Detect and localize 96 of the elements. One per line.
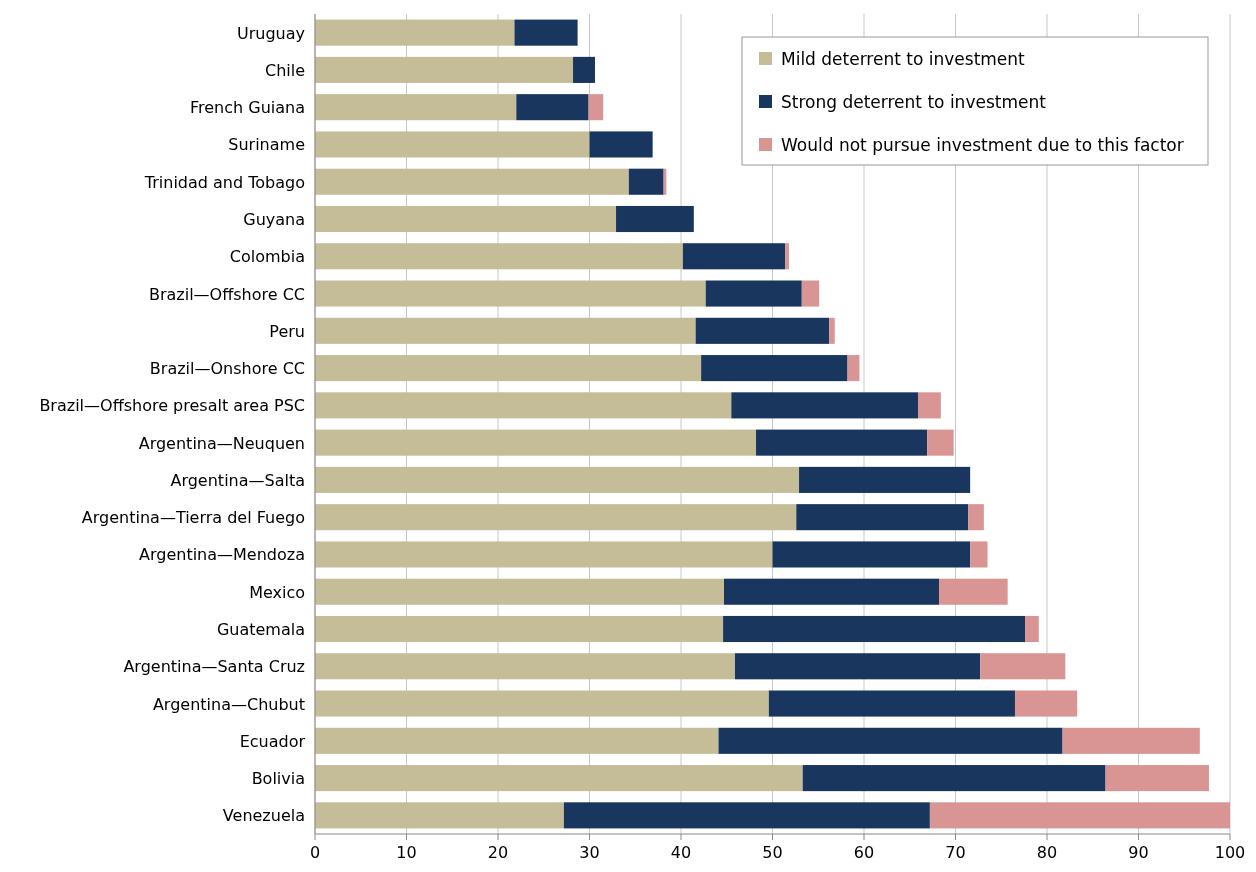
bar [1062, 727, 1200, 754]
bar [799, 466, 971, 493]
bar [315, 765, 803, 792]
y-tick-label: Brazil—Offshore presalt area PSC [39, 396, 305, 416]
bar [588, 94, 604, 121]
bar [315, 205, 617, 233]
y-tick-label: Argentina—Chubut [152, 694, 305, 714]
bar [802, 765, 1106, 792]
bar [315, 727, 719, 754]
y-tick-label: Guyana [243, 210, 305, 229]
y-tick-label: Argentina—Neuquen [138, 433, 305, 453]
bar [616, 205, 694, 233]
x-tick-label: 10 [396, 843, 417, 862]
bar [315, 355, 702, 382]
bar [724, 578, 940, 605]
bar [980, 653, 1066, 680]
bar [315, 243, 683, 270]
bar [968, 504, 984, 531]
y-tick-label: Guatemala [216, 620, 305, 639]
y-tick-label: Brazil—Onshore CC [149, 359, 305, 379]
bar [628, 168, 664, 195]
bar [315, 56, 574, 83]
bar [1025, 615, 1039, 643]
bar [796, 504, 969, 531]
bar [682, 243, 786, 270]
x-tick-label: 50 [762, 843, 783, 862]
bar [315, 317, 696, 344]
bar [756, 429, 928, 456]
x-tick-label: 70 [945, 843, 966, 862]
y-tick-label: Suriname [228, 135, 305, 155]
bar [927, 429, 954, 456]
x-tick-label: 80 [1036, 843, 1058, 862]
bar [929, 802, 1230, 829]
x-tick-label: 100 [1214, 843, 1246, 862]
bar [563, 802, 930, 829]
y-tick-label: Uruguay [237, 23, 305, 43]
y-tick-label: Mexico [249, 582, 305, 602]
bar [701, 355, 848, 382]
y-tick-label: Argentina—Tierra del Fuego [81, 508, 305, 528]
bar [315, 19, 515, 46]
bar [315, 653, 735, 680]
x-tick-label: 0 [309, 843, 321, 862]
bar [1014, 690, 1078, 717]
x-tick-label: 40 [670, 843, 692, 862]
bar [772, 541, 971, 568]
bar [315, 94, 517, 121]
bar [315, 690, 769, 717]
y-tick-label: Argentina—Santa Cruz [123, 657, 305, 677]
y-tick-label: Colombia [229, 247, 305, 267]
bar [970, 541, 988, 568]
bar [589, 131, 653, 158]
bar [516, 94, 589, 121]
bar [315, 615, 724, 643]
y-tick-label: Peru [269, 321, 305, 341]
bar [768, 690, 1015, 717]
bar [723, 615, 1026, 643]
x-tick-label: 60 [853, 843, 875, 862]
bar [315, 131, 590, 158]
bar [695, 317, 830, 344]
bar [829, 317, 835, 344]
bar [315, 578, 725, 605]
bar [917, 392, 941, 419]
bar [315, 168, 629, 195]
x-tick-label: 20 [487, 843, 509, 862]
y-tick-label: Venezuela [222, 806, 305, 826]
bar [315, 466, 800, 493]
y-tick-label: Trinidad and Tobago [143, 172, 305, 192]
bar [315, 504, 797, 531]
bar [315, 429, 757, 456]
bar [718, 727, 1063, 754]
bar [785, 243, 789, 270]
y-tick-label: Brazil—Offshore CC [148, 284, 305, 304]
x-tick-label: 90 [1128, 843, 1149, 862]
bar [315, 392, 732, 419]
bar [939, 578, 1008, 605]
bar [705, 280, 802, 307]
x-tick-label: 30 [579, 843, 600, 862]
y-tick-label: Chile [264, 60, 305, 80]
y-tick-label: Ecuador [239, 731, 306, 751]
bar [731, 392, 918, 419]
y-tick-label: Argentina—Mendoza [139, 545, 305, 565]
bar [514, 19, 578, 46]
y-tick-label: French Guiana [189, 98, 305, 118]
bar [734, 653, 981, 680]
bar [1105, 765, 1209, 792]
legend-label: Mild deterrent to investment [781, 49, 1026, 69]
bar [315, 541, 773, 568]
y-tick-label: Argentina—Salta [170, 470, 305, 490]
bar [801, 280, 820, 307]
bar [315, 802, 564, 829]
bar [315, 280, 706, 307]
y-tick-label: Bolivia [251, 769, 305, 789]
bar [847, 355, 860, 382]
legend-label: Strong deterrent to investment [781, 92, 1047, 112]
legend-label: Would not pursue investment due to this factor [781, 135, 1184, 155]
bar [573, 56, 595, 83]
